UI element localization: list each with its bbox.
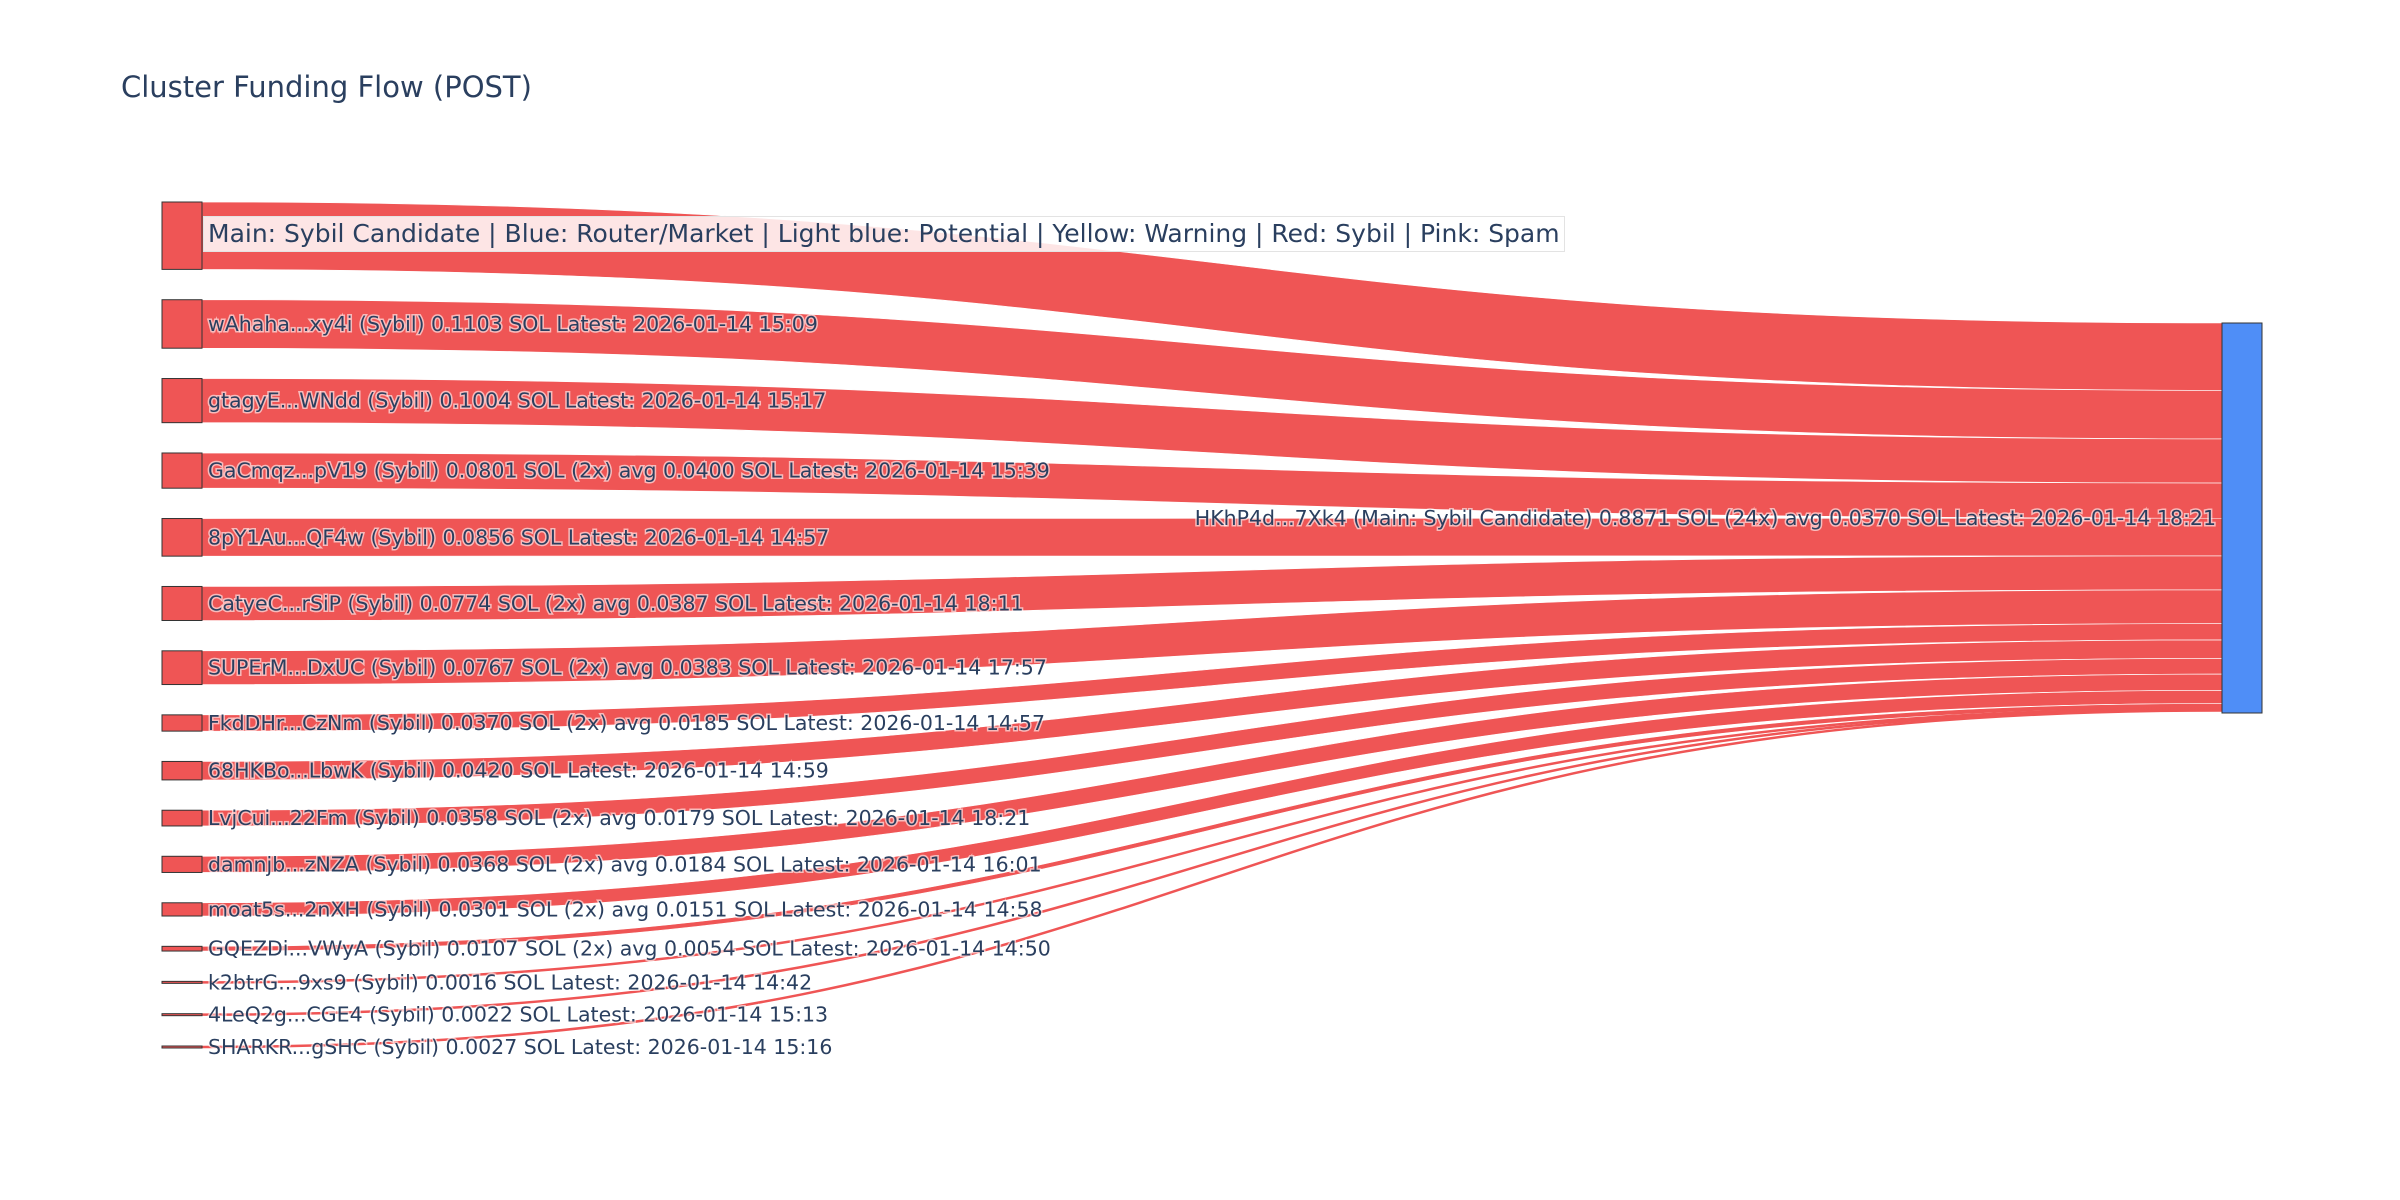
- sankey-link[interactable]: [201, 707, 2223, 984]
- sankey-source-node[interactable]: [161, 518, 203, 557]
- sankey-source-label: SUPErM...DxUC (Sybil) 0.0767 SOL (2x) av…: [208, 656, 1047, 680]
- sankey-source-label: wAhaha...xy4i (Sybil) 0.1103 SOL Latest:…: [208, 312, 818, 336]
- legend-annotation: Main: Sybil Candidate | Blue: Router/Mar…: [203, 216, 1565, 252]
- sankey-link[interactable]: [201, 708, 2223, 1016]
- sankey-source-node[interactable]: [161, 1045, 203, 1049]
- sankey-source-label: SHARKR...gSHC (Sybil) 0.0027 SOL Latest:…: [208, 1035, 832, 1059]
- sankey-source-label: gtagyE...WNdd (Sybil) 0.1004 SOL Latest:…: [208, 389, 826, 413]
- sankey-nodes: [161, 201, 2263, 1049]
- sankey-source-label: GQEZDi...VWyA (Sybil) 0.0107 SOL (2x) av…: [208, 937, 1051, 961]
- sankey-source-node[interactable]: [161, 585, 203, 621]
- sankey-source-label: 8pY1Au...QF4w (Sybil) 0.0856 SOL Latest:…: [208, 525, 829, 549]
- sankey-source-label: FkdDHr...CzNm (Sybil) 0.0370 SOL (2x) av…: [208, 711, 1045, 735]
- sankey-source-label: damnjb...zNZA (Sybil) 0.0368 SOL (2x) av…: [208, 852, 1042, 876]
- sankey-link[interactable]: [201, 709, 2223, 1049]
- sankey-target-node[interactable]: [2221, 322, 2263, 714]
- sankey-labels: wAhaha...xy4i (Sybil) 0.1103 SOL Latest:…: [207, 310, 2218, 1060]
- sankey-links: [201, 201, 2223, 1049]
- sankey-source-node[interactable]: [161, 945, 203, 952]
- sankey-source-node[interactable]: [161, 809, 203, 827]
- chart-title: Cluster Funding Flow (POST): [121, 70, 532, 104]
- sankey-source-node[interactable]: [161, 201, 203, 270]
- sankey-source-node[interactable]: [161, 378, 203, 424]
- sankey-source-node[interactable]: [161, 760, 203, 781]
- sankey-source-node[interactable]: [161, 1013, 203, 1017]
- sankey-source-node[interactable]: [161, 980, 203, 984]
- sankey-source-label: CatyeC...rSiP (Sybil) 0.0774 SOL (2x) av…: [208, 591, 1024, 615]
- sankey-target-label: HKhP4d...7Xk4 (Main: Sybil Candidate) 0.…: [1195, 506, 2216, 530]
- sankey-source-node[interactable]: [161, 650, 203, 686]
- sankey-source-node[interactable]: [161, 714, 203, 732]
- sankey-source-label: GaCmqz...pV19 (Sybil) 0.0801 SOL (2x) av…: [208, 459, 1050, 483]
- sankey-source-label: 4LeQ2g...CGE4 (Sybil) 0.0022 SOL Latest:…: [208, 1003, 828, 1027]
- sankey-source-node[interactable]: [161, 855, 203, 873]
- sankey-source-node[interactable]: [161, 902, 203, 917]
- sankey-source-node[interactable]: [161, 452, 203, 489]
- sankey-source-label: 68HKBo...LbwK (Sybil) 0.0420 SOL Latest:…: [208, 759, 829, 783]
- sankey-source-label: k2btrG...9xs9 (Sybil) 0.0016 SOL Latest:…: [208, 970, 812, 994]
- sankey-source-label: LvjCui...22Fm (Sybil) 0.0358 SOL (2x) av…: [208, 806, 1030, 830]
- sankey-source-label: moat5s...2nXH (Sybil) 0.0301 SOL (2x) av…: [208, 897, 1043, 921]
- sankey-source-node[interactable]: [161, 299, 203, 349]
